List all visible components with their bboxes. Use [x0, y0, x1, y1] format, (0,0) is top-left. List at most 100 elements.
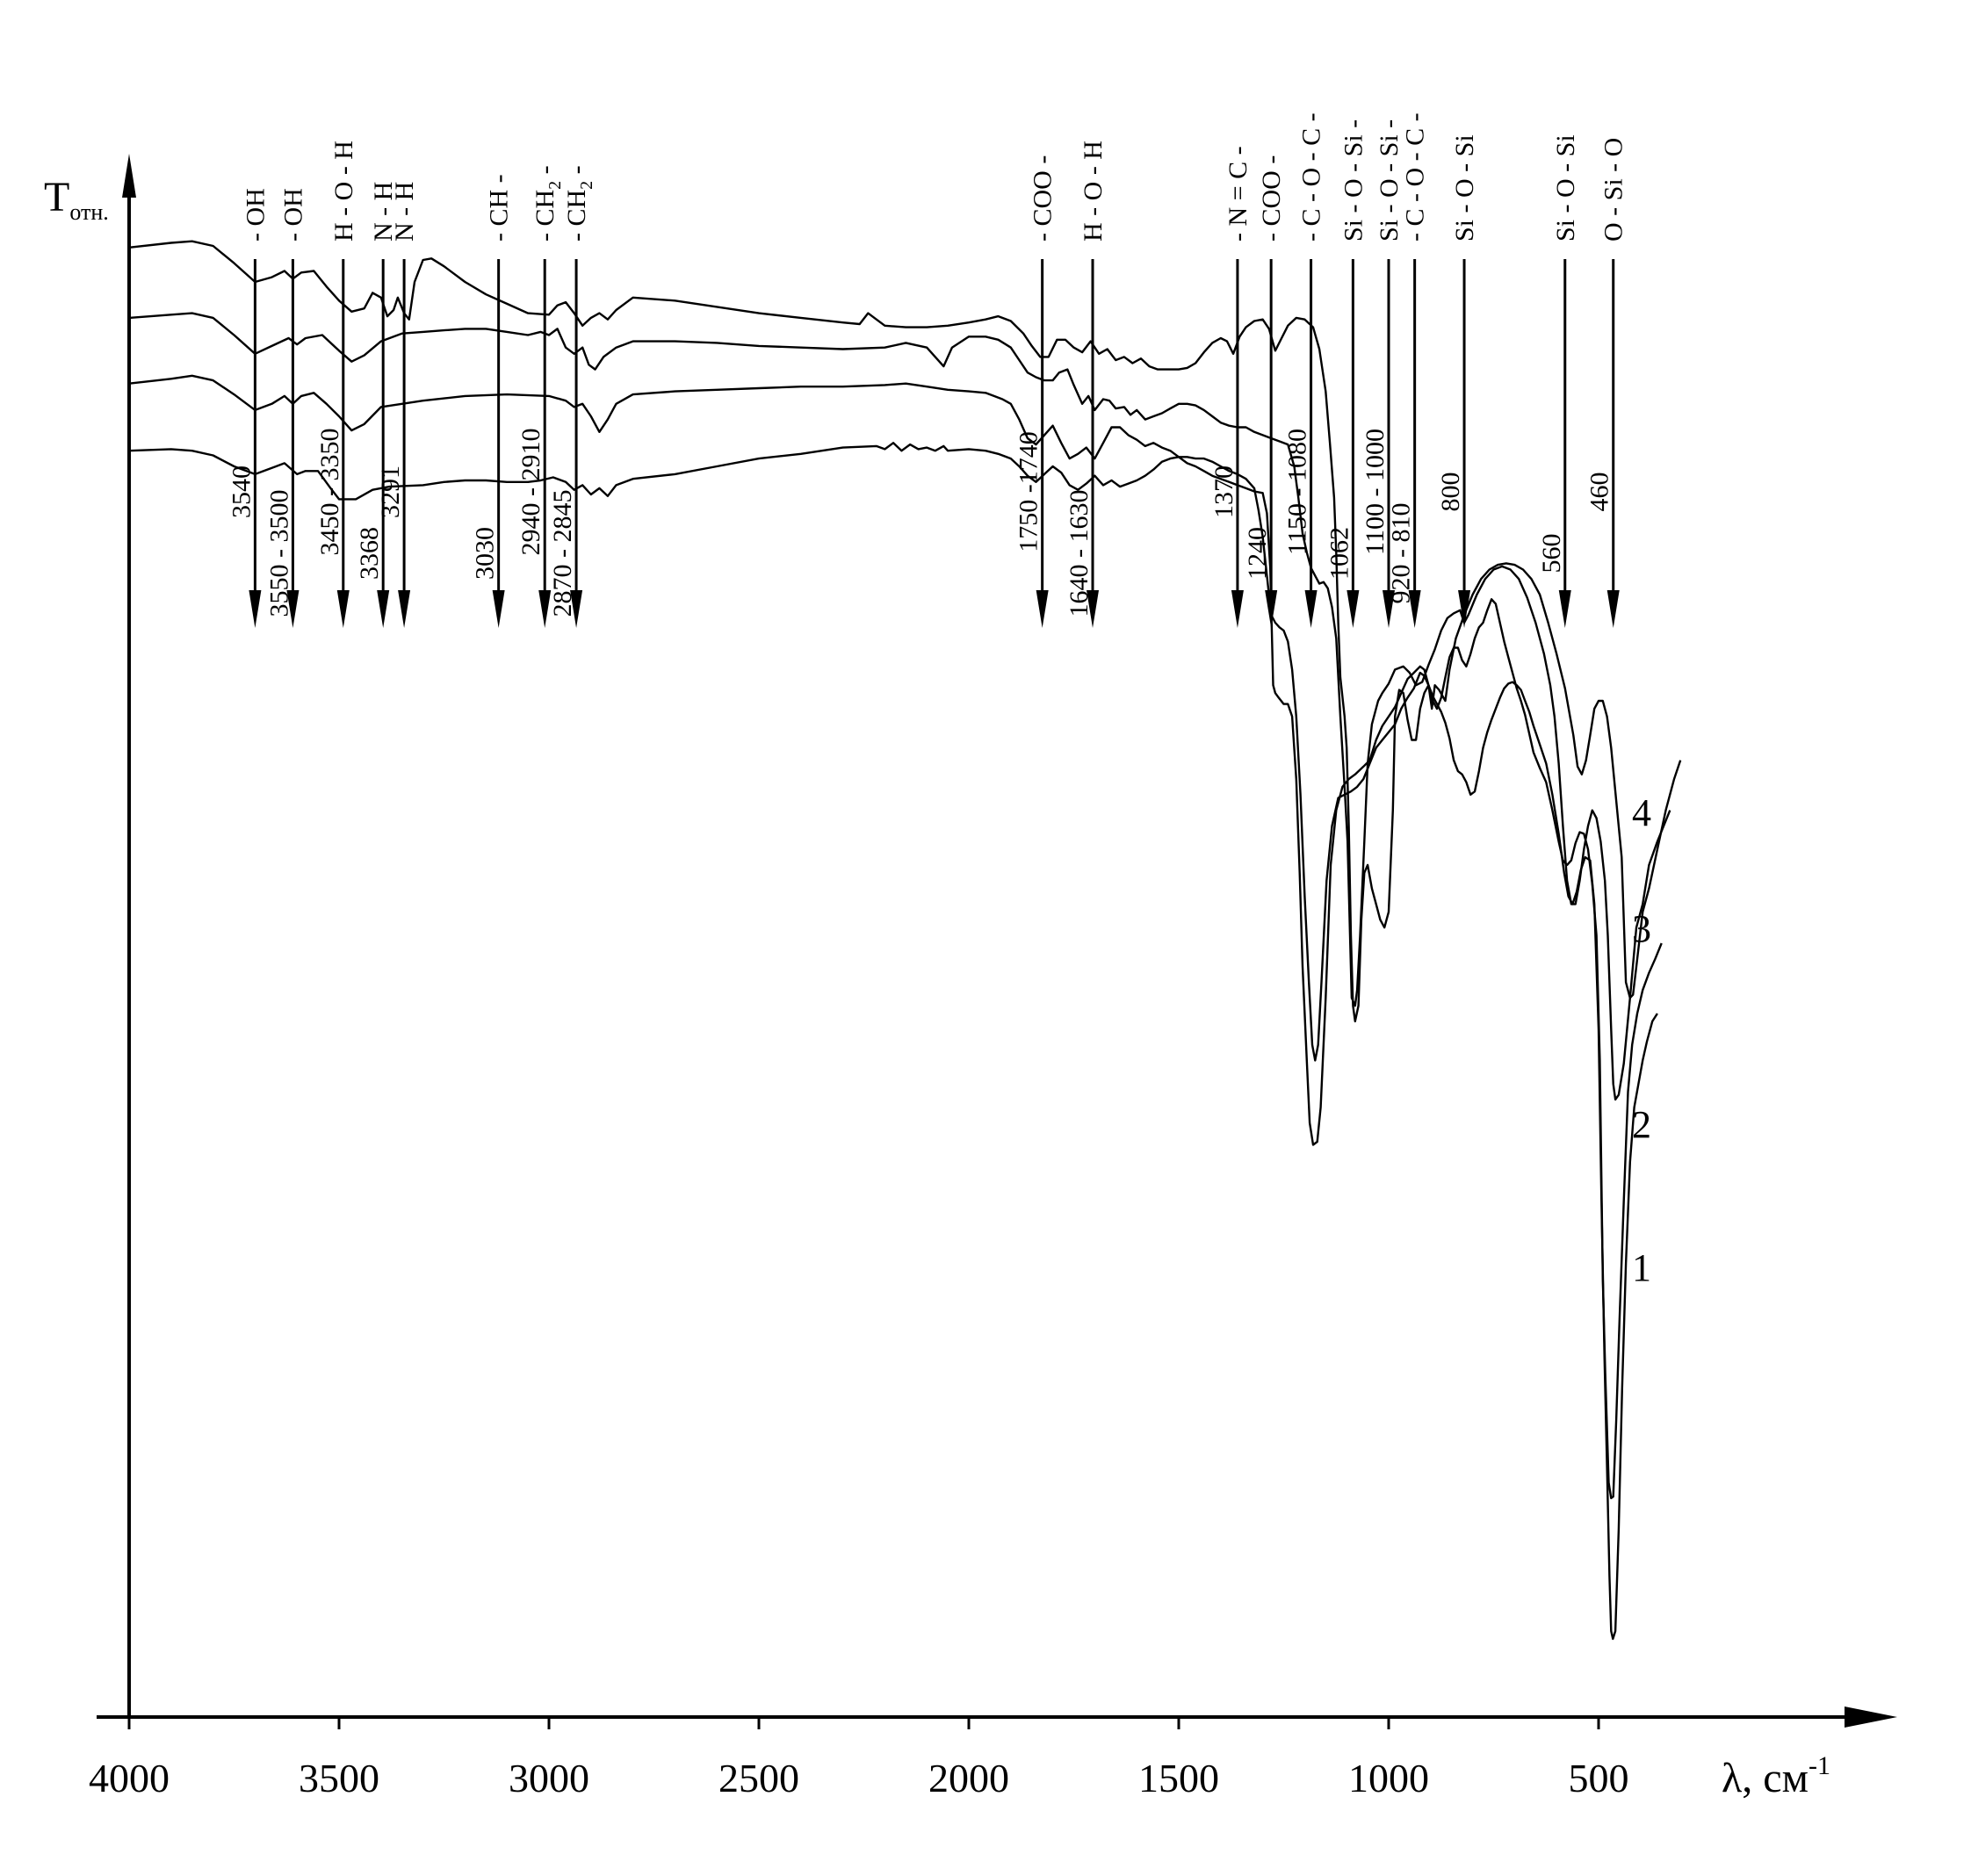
y-axis-title-main: T [44, 174, 69, 220]
x-axis-arrow [1845, 1706, 1897, 1728]
annotation-12: - C - O - C -1150 - 1080 [1283, 112, 1326, 628]
annotation-wavenumber-label: 1062 [1325, 527, 1354, 580]
annotation-4: N - H 3291 [376, 182, 419, 628]
x-tick-label-3500: 3500 [299, 1756, 379, 1800]
annotation-wavenumber-label: 1750 -1740 [1014, 431, 1043, 552]
annotation-arrow-head [286, 590, 300, 628]
annotation-6: - CH2 - 2940 - 2910 [516, 165, 565, 628]
y-axis-title-sub: отн. [69, 199, 108, 225]
annotation-group-label: - CH2 - [562, 165, 596, 242]
annotation-arrow-head [1558, 590, 1571, 628]
x-tick-label-1000: 1000 [1348, 1756, 1429, 1800]
annotation-wavenumber-label: 3450 - 3350 [315, 429, 344, 556]
annotation-wavenumber-label: 560 [1537, 534, 1566, 574]
svg-text:Tотн.: Tотн. [44, 174, 109, 225]
axes [97, 154, 1897, 1728]
annotation-group-label: - N = C - [1224, 146, 1253, 242]
annotation-wavenumber-label: 3030 [471, 527, 500, 580]
annotation-0: - OH 3540 [227, 188, 270, 628]
annotation-arrow-head [1036, 590, 1049, 628]
annotation-arrow-head [570, 590, 583, 628]
annotation-wavenumber-label: 460 [1585, 473, 1614, 512]
spectra-series: 4 3 2 1 [128, 240, 1682, 1641]
annotation-arrow-head [1087, 590, 1100, 628]
annotation-group-label: Si - O - Si [1551, 134, 1580, 242]
series-1-line [128, 442, 1658, 1641]
annotation-arrow-head [1383, 590, 1395, 628]
annotation-arrow-head [377, 590, 390, 628]
svg-text:λ, см-1: λ, см-1 [1722, 1751, 1830, 1801]
annotation-9: H - O - H 1640 - 1630 [1065, 141, 1108, 628]
annotation-group-label: - COO - [1257, 155, 1286, 242]
annotation-wavenumber-label: 1100 - 1000 [1361, 429, 1390, 555]
annotation-10: - N = C - 1370 [1209, 146, 1253, 628]
x-ticks: 4000 3500 3000 2500 2000 1500 1000 500 [89, 1717, 1629, 1800]
annotation-group-label: H - O - H [329, 141, 358, 242]
annotation-wavenumber-label: 3291 [376, 465, 405, 518]
annotation-8: - COO - 1750 -1740 [1014, 155, 1058, 628]
x-tick-label-2000: 2000 [928, 1756, 1009, 1800]
annotation-17: Si - O - Si 560 [1537, 134, 1580, 628]
annotation-arrow-head [398, 590, 411, 628]
annotation-wavenumber-label: 3540 [227, 465, 256, 518]
annotation-1: - OH 3550 - 3500 [264, 188, 307, 628]
annotation-wavenumber-label: 2870 - 2845 [548, 490, 577, 617]
annotation-arrow-head [1346, 590, 1360, 628]
annotation-group-label: Si - O - Si [1450, 134, 1479, 242]
annotation-group-label: Si - O - Si - [1339, 119, 1368, 242]
y-axis-arrow [122, 154, 136, 198]
x-tick-label-1500: 1500 [1138, 1756, 1219, 1800]
annotation-2: H - O - H 3450 - 3350 [315, 141, 358, 628]
annotation-wavenumber-label: 800 [1436, 473, 1465, 512]
annotation-16: Si - O - Si 800 [1436, 134, 1479, 628]
series-1-label: 1 [1632, 1246, 1651, 1289]
annotation-15: - C - O - C - 920 - 810 [1387, 112, 1430, 628]
annotation-arrow-head [1231, 590, 1244, 628]
series-4-line [128, 240, 1682, 1023]
annotation-group-label: - COO - [1029, 155, 1058, 242]
x-tick-label-2500: 2500 [718, 1756, 799, 1800]
annotation-13: Si - O - Si - 1062 [1325, 119, 1368, 628]
annotation-wavenumber-label: 1640 - 1630 [1065, 490, 1094, 617]
annotation-14: Si - O - Si - 1100 - 1000 [1361, 119, 1404, 628]
annotation-wavenumber-label: 3550 - 3500 [264, 490, 293, 617]
annotation-group-label: - CH - [485, 174, 514, 242]
annotation-arrow-head [249, 590, 262, 628]
series-3-label: 3 [1632, 907, 1651, 950]
annotation-group-label: N - H [369, 182, 398, 242]
series-3-line [128, 312, 1671, 1101]
annotation-group-label: Si - O - Si - [1375, 119, 1404, 242]
annotation-arrow-head [336, 590, 350, 628]
x-tick-label-500: 500 [1569, 1756, 1629, 1800]
annotation-group-label: - OH [241, 188, 270, 242]
annotation-18: O - Si - O 460 [1585, 138, 1628, 628]
series-4-label: 4 [1632, 791, 1651, 834]
annotation-group-label: O - Si - O [1599, 138, 1628, 242]
annotation-arrow-head [1606, 590, 1620, 628]
annotation-group-label: N - H [390, 182, 419, 242]
annotation-arrow-head [492, 590, 505, 628]
annotation-group-label: H - O - H [1079, 141, 1108, 242]
annotation-wavenumber-label: 920 - 810 [1387, 503, 1416, 604]
annotation-wavenumber-label: 3368 [355, 527, 384, 580]
annotation-group-label: - CH2 - [531, 165, 565, 242]
annotation-wavenumber-label: 1370 [1209, 465, 1238, 518]
annotation-arrow-head [1408, 590, 1421, 628]
x-axis-title-main: λ, см [1722, 1755, 1809, 1801]
band-annotations: - OH 3540 - OH 3550 - 3500 H - O - H 3450 - 3… [227, 112, 1628, 628]
x-axis-title-sup: -1 [1809, 1751, 1830, 1780]
series-2-label: 2 [1632, 1103, 1651, 1146]
x-tick-label-3000: 3000 [509, 1756, 589, 1800]
y-axis-title: Tотн. [44, 174, 109, 225]
x-tick-label-4000: 4000 [89, 1756, 170, 1800]
x-axis-title: λ, см-1 [1722, 1751, 1830, 1801]
annotation-group-label: - C - O - C - [1401, 112, 1430, 242]
annotation-3: N - H 3368 [355, 182, 398, 628]
annotation-arrow-head [1304, 590, 1318, 628]
annotation-wavenumber-label: 2940 - 2910 [516, 429, 545, 556]
annotation-arrow-head [538, 590, 552, 628]
series-2-line [128, 374, 1663, 1499]
annotation-group-label: - C - O - C - [1297, 112, 1326, 242]
annotation-arrow-head [1458, 590, 1471, 628]
